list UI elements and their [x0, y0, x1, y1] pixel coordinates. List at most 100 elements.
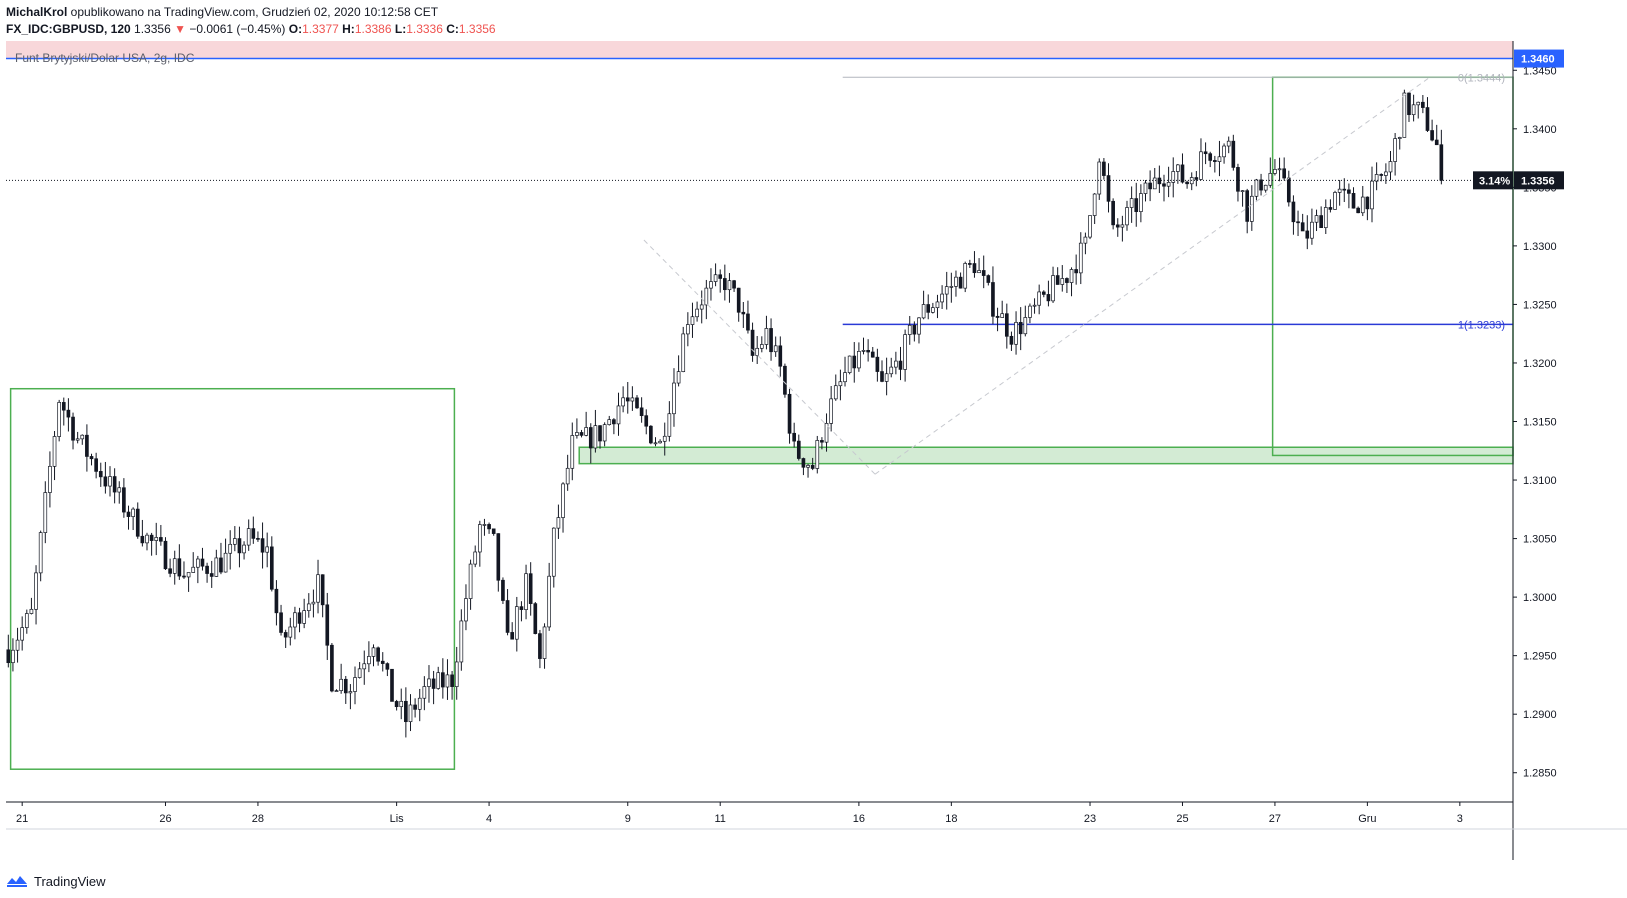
candle-body — [404, 700, 408, 723]
candle-body — [1069, 269, 1074, 283]
candle-body — [954, 276, 958, 287]
candle-body — [847, 355, 852, 373]
trend-line-down — [643, 239, 876, 475]
candle-body — [940, 293, 944, 303]
candle-body — [1319, 215, 1323, 229]
y-tick-label: 1.3450 — [1523, 65, 1557, 77]
candle-body — [607, 419, 612, 426]
candle-body — [399, 700, 404, 708]
candle-body — [1337, 188, 1342, 193]
candle-body — [1051, 275, 1055, 302]
candle-body — [1273, 169, 1277, 174]
candle-body — [422, 686, 427, 699]
candle-body — [1028, 305, 1032, 318]
candle-body — [538, 633, 542, 659]
candle-body — [986, 275, 991, 283]
candle-body — [1143, 182, 1148, 194]
candle-body — [1023, 317, 1028, 335]
candle-body — [829, 398, 833, 424]
candle-body — [274, 588, 279, 614]
y-tick-label: 1.3000 — [1523, 592, 1557, 604]
candle-body — [917, 317, 921, 335]
current-price-tag — [1514, 171, 1564, 190]
candle-body — [279, 612, 283, 633]
candle-body — [1360, 196, 1365, 214]
candle-body — [108, 476, 112, 487]
candle-body — [1314, 215, 1319, 223]
close-label: C: — [446, 22, 459, 36]
candle-body — [1249, 195, 1254, 222]
tradingview-logo[interactable]: TradingView — [6, 870, 106, 892]
candle-body — [191, 566, 196, 573]
candle-body — [385, 663, 390, 670]
candle-body — [325, 604, 330, 646]
alert-price-tag — [1514, 49, 1564, 68]
candle-body — [866, 350, 870, 353]
last-price: 1.3356 — [134, 22, 171, 36]
candle-body — [219, 557, 223, 573]
down-arrow-icon: ▼ — [174, 22, 186, 36]
candle-body — [1166, 182, 1171, 187]
candle-body — [880, 371, 884, 382]
candle-body — [1046, 294, 1051, 302]
candle-body — [1078, 242, 1083, 274]
y-tick-label: 1.2900 — [1523, 709, 1557, 721]
candle-body — [755, 347, 760, 356]
candle-body — [1060, 278, 1065, 285]
candle-body — [43, 492, 48, 533]
candle-body — [320, 574, 325, 606]
price-chart[interactable]: 0(1.3444) 1(1.3233) Funt Brytyjski/Dolar … — [6, 41, 1627, 860]
candle-body — [861, 350, 866, 352]
candle-body — [570, 435, 575, 469]
candle-body — [1120, 224, 1125, 228]
candle-body — [875, 356, 880, 372]
candle-body — [1226, 140, 1231, 147]
candle-body — [431, 678, 436, 689]
candle-body — [209, 573, 214, 577]
x-tick-label: 27 — [1269, 813, 1281, 825]
candle-body — [334, 690, 339, 692]
candle-body — [246, 528, 251, 546]
author-name[interactable]: MichalKrol — [6, 5, 68, 19]
candle-body — [1347, 189, 1351, 194]
candle-body — [635, 397, 639, 409]
candle-body — [376, 647, 380, 662]
low-label: L: — [394, 22, 407, 36]
candle-body — [459, 620, 464, 663]
candle-body — [348, 691, 353, 694]
candle-body — [1185, 181, 1189, 185]
candle-body — [759, 344, 764, 349]
candle-body — [644, 415, 649, 427]
x-tick-label: 25 — [1176, 813, 1188, 825]
candle-body — [977, 270, 981, 274]
candle-body — [316, 574, 320, 603]
candle-body — [602, 424, 607, 442]
candle-body — [1236, 167, 1240, 192]
candle-body — [1434, 139, 1439, 146]
candle-body — [514, 606, 519, 640]
candle-body — [1333, 192, 1337, 210]
candle-body — [205, 565, 209, 574]
candle-body — [857, 351, 861, 369]
x-tick-label: 28 — [252, 813, 264, 825]
y-tick-label: 1.3250 — [1523, 299, 1557, 311]
candle-body — [117, 487, 122, 493]
candle-body — [579, 432, 584, 436]
candle-body — [48, 465, 52, 493]
chart-container[interactable]: 0(1.3444) 1(1.3233) Funt Brytyjski/Dolar … — [6, 41, 1627, 860]
candle-body — [1171, 171, 1176, 183]
candle-body — [57, 402, 61, 437]
candle-body — [1277, 168, 1282, 171]
fib-level-0-label: 0(1.3444) — [1458, 72, 1505, 84]
candle-body — [1300, 222, 1305, 232]
candle-body — [1231, 140, 1236, 168]
candle-body — [1106, 175, 1111, 202]
candle-body — [1240, 190, 1245, 193]
candle-body — [533, 603, 538, 634]
candle-body — [690, 316, 695, 325]
alert-zone-band — [6, 41, 1513, 59]
symbol-label[interactable]: FX_IDC:GBPUSD, 120 — [6, 22, 131, 36]
candle-body — [149, 534, 154, 541]
candle-body — [704, 287, 709, 306]
candle-body — [870, 351, 875, 358]
